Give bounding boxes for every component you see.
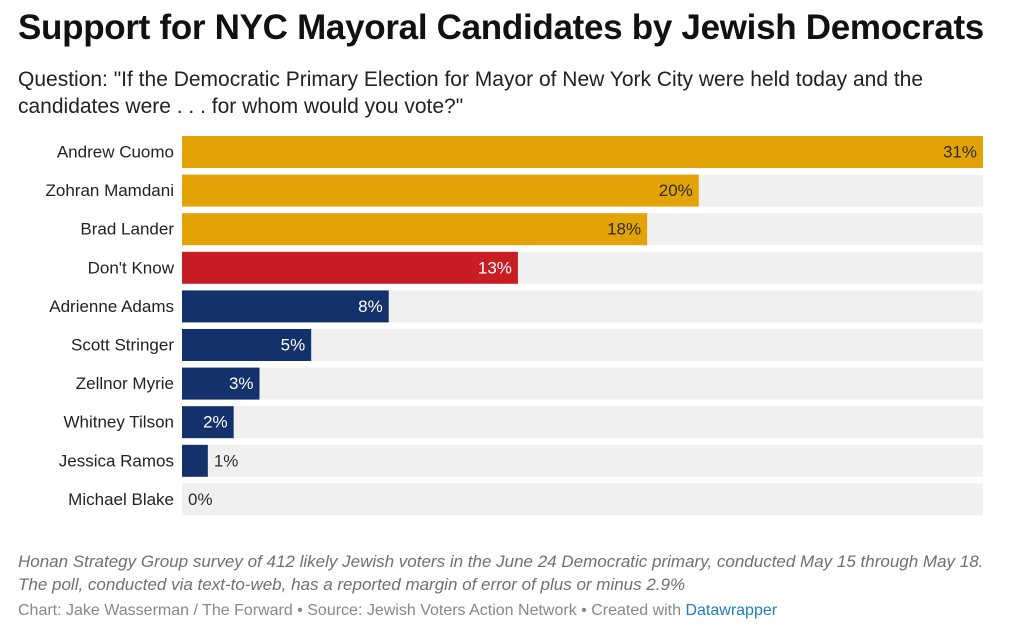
value-label-brad-lander: 18% (607, 220, 641, 239)
value-label-michael-blake: 0% (188, 490, 213, 509)
bar-jessica-ramos (182, 444, 208, 477)
bar-chart: Andrew Cuomo 31% Zohran Mamdani 20% Brad Lan… (45, 136, 983, 516)
value-label-don-t-know: 13% (478, 258, 512, 277)
bar-zohran-mamdani (182, 174, 699, 207)
bar-adrienne-adams (182, 290, 389, 323)
bar-scott-stringer (182, 329, 312, 361)
bar-track-scott-stringer (182, 329, 983, 361)
chart-title: Support for NYC Mayoral Candidates by Je… (18, 8, 984, 47)
bar-andrew-cuomo (182, 136, 983, 168)
category-label-don-t-know: Don't Know (88, 258, 175, 277)
bar-track-michael-blake (182, 483, 983, 516)
value-label-zellnor-myrie: 3% (229, 374, 254, 393)
value-label-scott-stringer: 5% (281, 336, 306, 355)
datawrapper-link[interactable]: Datawrapper (685, 602, 778, 619)
category-label-whitney-tilson: Whitney Tilson (63, 413, 174, 432)
value-label-whitney-tilson: 2% (203, 413, 228, 432)
bar-track-zellnor-myrie (182, 367, 983, 400)
bar-whitney-tilson (182, 406, 234, 439)
chart-footer: Chart: Jake Wasserman / The Forward • So… (18, 602, 777, 620)
chart-subtitle: Question: "If the Democratic Primary Ele… (18, 68, 924, 118)
category-label-michael-blake: Michael Blake (68, 490, 174, 509)
value-label-zohran-mamdani: 20% (659, 181, 693, 200)
category-label-zellnor-myrie: Zellnor Myrie (76, 374, 174, 393)
category-label-scott-stringer: Scott Stringer (71, 336, 174, 355)
chart-note: Honan Strategy Group survey of 412 likel… (18, 552, 984, 594)
bar-track-jessica-ramos (182, 444, 983, 477)
bar-zellnor-myrie (182, 367, 260, 400)
value-label-andrew-cuomo: 31% (943, 143, 977, 162)
category-label-brad-lander: Brad Lander (80, 220, 174, 239)
value-label-adrienne-adams: 8% (358, 297, 383, 316)
category-label-adrienne-adams: Adrienne Adams (49, 297, 174, 316)
bar-track-whitney-tilson (182, 406, 983, 439)
bar-brad-lander (182, 213, 648, 246)
bar-don-t-know (182, 251, 518, 284)
category-label-zohran-mamdani: Zohran Mamdani (45, 181, 174, 200)
footer-credit: Chart: Jake Wasserman / The Forward • So… (18, 602, 686, 619)
value-label-jessica-ramos: 1% (214, 451, 239, 470)
category-label-jessica-ramos: Jessica Ramos (59, 451, 174, 470)
category-label-andrew-cuomo: Andrew Cuomo (57, 143, 174, 162)
